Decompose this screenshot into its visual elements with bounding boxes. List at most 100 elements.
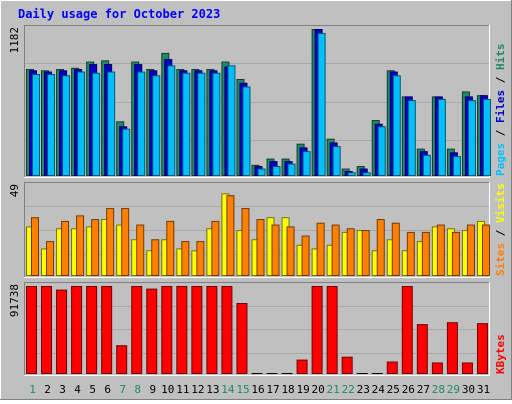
day-label-7: 7	[119, 383, 126, 396]
bar-sites-day-12	[196, 241, 205, 276]
bar-sites-day-22	[346, 228, 355, 277]
day-label-11: 11	[176, 383, 189, 396]
legend-entry-pages: Pages	[494, 143, 507, 176]
bar-pages-day-3	[62, 75, 71, 176]
day-label-18: 18	[281, 383, 294, 396]
day-label-24: 24	[372, 383, 386, 396]
bar-pages-day-17	[272, 166, 281, 177]
bar-sites-day-2	[46, 241, 55, 276]
bar-pages-day-9	[152, 75, 161, 176]
bar-kbytes-day-10	[161, 286, 173, 374]
bar-sites-day-29	[451, 231, 460, 276]
bar-pages-day-13	[212, 72, 221, 176]
bar-pages-day-11	[182, 72, 191, 176]
bar-sites-day-24	[376, 219, 385, 276]
bar-pages-day-8	[137, 71, 146, 176]
bar-sites-day-21	[331, 224, 340, 276]
bar-sites-day-27	[421, 231, 430, 276]
bar-sites-day-30	[466, 224, 475, 276]
bar-pages-day-10	[167, 65, 176, 176]
y-max-label-3: 91738	[8, 284, 21, 317]
bar-pages-day-18	[287, 163, 296, 176]
y-max-label-2: 49	[8, 184, 21, 197]
day-label-13: 13	[206, 383, 219, 396]
bar-sites-day-1	[31, 217, 39, 276]
bar-kbytes-day-21	[326, 286, 338, 374]
y-max-label-1: 1182	[8, 27, 21, 54]
bar-kbytes-day-2	[41, 286, 53, 374]
legend-separator: /	[494, 223, 507, 243]
day-label-10: 10	[161, 383, 174, 396]
bar-kbytes-day-11	[176, 286, 188, 374]
bar-kbytes-day-5	[86, 286, 98, 374]
bar-sites-day-7	[121, 208, 130, 276]
bar-pages-day-19	[302, 151, 311, 177]
day-label-5: 5	[89, 383, 96, 396]
bar-sites-day-9	[151, 239, 160, 276]
bar-pages-day-28	[437, 98, 446, 176]
bar-pages-day-20	[317, 32, 326, 177]
legend-entry-kbytes: KBytes	[494, 334, 507, 374]
bar-sites-day-8	[136, 224, 145, 276]
day-label-8: 8	[134, 383, 141, 396]
bar-pages-day-7	[122, 128, 131, 177]
bar-sites-day-18	[286, 226, 295, 276]
bar-kbytes-day-9	[146, 288, 158, 374]
bar-sites-day-11	[181, 241, 190, 276]
bar-kbytes-day-4	[71, 286, 83, 374]
bar-sites-day-23	[361, 230, 370, 276]
bar-pages-day-12	[197, 72, 206, 176]
bar-pages-day-24	[377, 126, 386, 176]
day-label-14: 14	[221, 383, 235, 396]
bar-pages-day-6	[107, 71, 116, 176]
legend-separator: /	[494, 123, 507, 143]
day-axis-labels: 1 2 3 4 5 6 7 8 9 10 11 12 13 14 15 16 17 18 19 20 21 22 23 24 2…	[29, 383, 490, 396]
bar-kbytes-day-22	[341, 356, 353, 374]
bar-kbytes-day-1	[26, 286, 37, 374]
day-label-15: 15	[236, 383, 249, 396]
bar-sites-day-3	[61, 220, 70, 277]
bar-kbytes-day-26	[401, 286, 413, 374]
chart-title: Daily usage for October 2023	[18, 7, 220, 21]
day-label-12: 12	[191, 383, 204, 396]
day-label-3: 3	[59, 383, 66, 396]
legend-1: Pages / Files / Hits	[494, 44, 507, 177]
legend-entry-hits: Hits	[494, 44, 507, 71]
panel-2: 49 Sites / Visits	[8, 182, 507, 278]
legend-entry-files: Files	[494, 90, 507, 123]
legend-entry-sites: Sites	[494, 243, 507, 276]
day-label-29: 29	[447, 383, 460, 396]
bar-sites-day-13	[211, 220, 220, 277]
day-label-22: 22	[342, 383, 355, 396]
legend-entry-visits: Visits	[494, 183, 507, 223]
bar-sites-day-15	[241, 208, 250, 276]
bar-sites-day-20	[316, 222, 325, 276]
day-label-17: 17	[266, 383, 279, 396]
panel-1: 1182 Pages / Files / Hits	[8, 25, 507, 178]
bar-pages-day-5	[92, 72, 101, 176]
bar-pages-day-25	[392, 75, 401, 176]
bar-kbytes-day-3	[56, 289, 68, 374]
bar-pages-day-29	[452, 156, 461, 176]
day-label-19: 19	[296, 383, 309, 396]
bar-pages-day-4	[77, 71, 86, 176]
bar-pages-day-23	[362, 172, 371, 177]
bar-kbytes-day-30	[461, 362, 473, 374]
bar-sites-day-31	[481, 224, 490, 276]
day-label-25: 25	[387, 383, 400, 396]
bar-sites-day-28	[436, 224, 445, 276]
bar-sites-day-5	[91, 219, 100, 276]
bar-sites-day-25	[391, 222, 400, 276]
day-label-31: 31	[477, 383, 490, 396]
bar-pages-day-14	[227, 65, 236, 176]
bar-kbytes-day-27	[416, 324, 428, 374]
day-label-4: 4	[74, 383, 81, 396]
day-label-27: 27	[417, 383, 430, 396]
day-label-26: 26	[402, 383, 415, 396]
bar-pages-day-16	[257, 168, 266, 176]
bar-pages-day-26	[407, 100, 416, 176]
bar-pages-day-21	[332, 146, 341, 176]
day-label-9: 9	[149, 383, 156, 396]
